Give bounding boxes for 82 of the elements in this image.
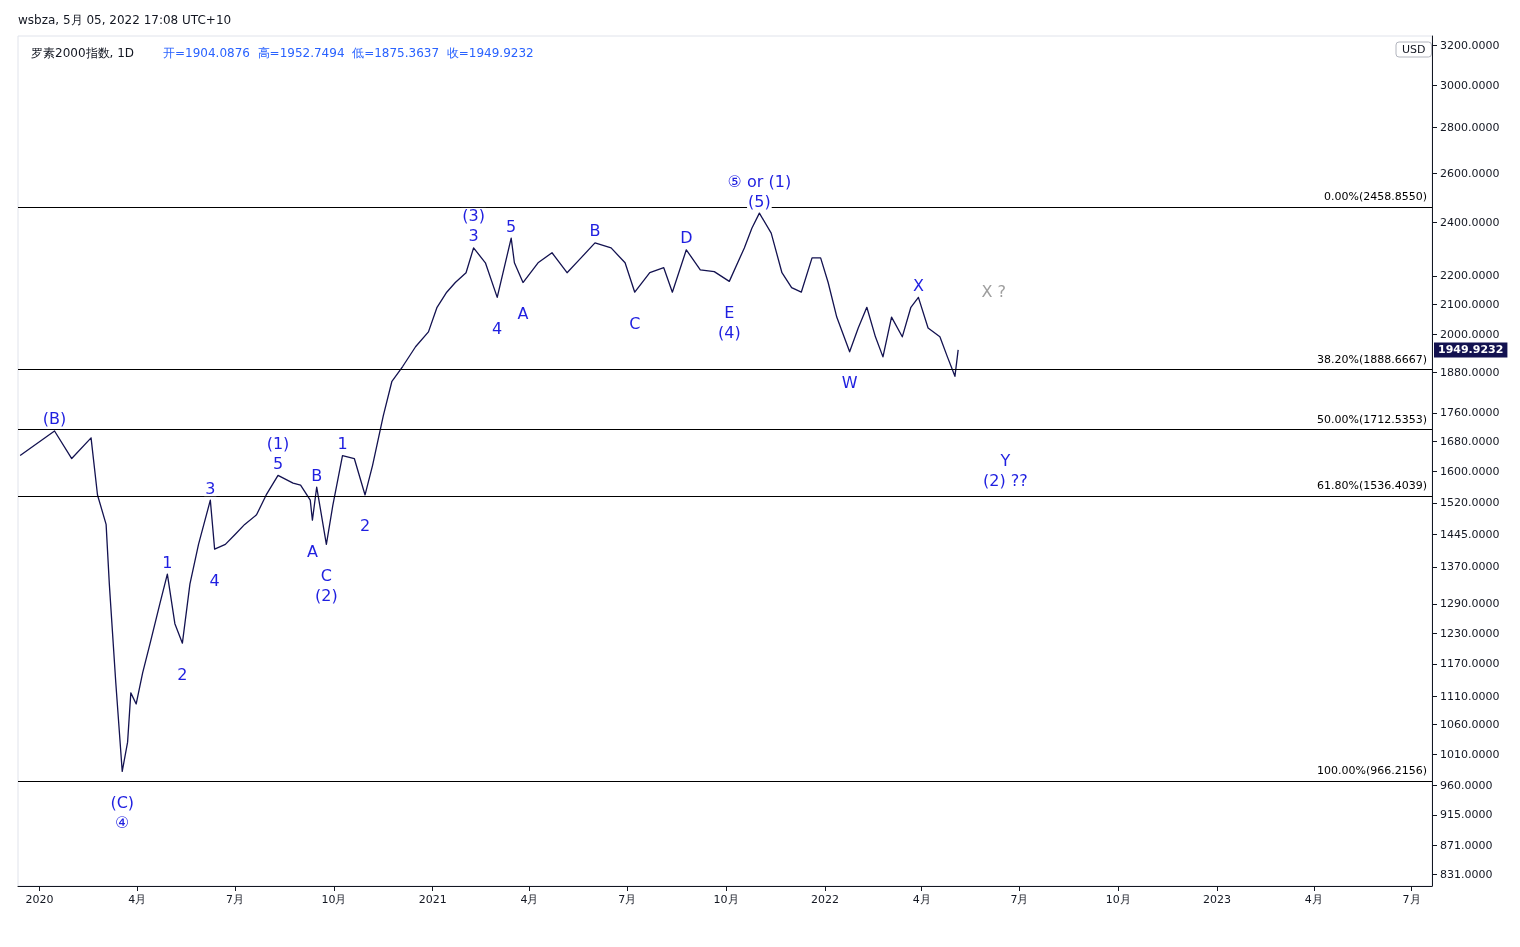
text: 罗素2000指数, 1D [31,46,135,60]
annotation: B [589,221,601,241]
x-tick-label: 4月 [520,893,539,906]
y-tick-label: 1680.0000 [1440,434,1500,448]
x-tick-label: 2023 [1203,893,1232,906]
annotation: X ? [981,281,1006,301]
annotation: 1 [337,434,348,454]
annotation: 2 [177,664,188,684]
x-tick-label: 4月 [1304,893,1323,906]
x-tick-label: 2020 [25,893,54,906]
y-tick-label: 1445.0000 [1440,527,1500,541]
x-tick-label: 2022 [810,893,839,906]
annotation: 3 [205,478,216,498]
annotation: Y [999,451,1011,471]
text: 开=1904.0876 高=1952.7494 低=1875.3637 收=1949.9232 [163,46,534,60]
ref-line-label: 50.00%(1712.5353) [1316,412,1427,426]
annotation: B [311,465,323,485]
y-tick-label: 871.0000 [1440,838,1493,852]
annotation: 2 [359,516,371,536]
text: 1949.9232 [1438,343,1504,357]
annotation: USD [1402,43,1426,56]
y-tick-label: 1060.0000 [1440,717,1500,731]
x-tick-label: 10月 [713,893,739,906]
annotation: 5 [506,216,517,236]
y-tick-label: 915.0000 [1440,808,1493,822]
x-tick-label: 10月 [321,893,347,906]
ref-line-label: 61.80%(1536.4039) [1316,479,1427,493]
x-tick-label: 4月 [128,893,147,906]
y-tick-label: 1010.0000 [1440,747,1500,761]
annotation: E [724,302,735,322]
x-tick-label: 7月 [1402,893,1421,906]
annotation: ④ [115,812,130,832]
x-tick-label: 7月 [618,893,637,906]
y-tick-label: 2400.0000 [1440,215,1500,229]
annotation: A [517,304,529,324]
x-tick-label: 7月 [226,893,245,906]
y-tick-label: 2000.0000 [1440,327,1500,341]
y-tick-label: 1520.0000 [1440,496,1500,510]
annotation: C [629,313,641,333]
y-tick-label: 2200.0000 [1440,269,1500,283]
annotation: (2) [315,585,338,605]
annotation: 1 [162,552,173,572]
y-tick-label: 960.0000 [1440,778,1493,792]
annotation: 3 [468,226,479,246]
x-tick-label: 4月 [912,893,931,906]
y-tick-label: 1760.0000 [1440,406,1500,420]
annotation: (2) ?? [983,471,1028,491]
x-tick-label: 10月 [1105,893,1131,906]
y-tick-label: 3200.0000 [1440,39,1500,53]
y-tick-label: 1600.0000 [1440,464,1500,478]
x-tick-label: 2021 [418,893,447,906]
y-tick-label: 1370.0000 [1440,560,1500,574]
y-tick-label: 3000.0000 [1440,78,1500,92]
annotation: (1) [266,433,290,453]
y-tick-label: 1880.0000 [1440,365,1500,379]
annotation: (3) [462,206,485,226]
text: wsbza, 5月 05, 2022 17:08 UTC+10 [18,13,232,27]
ref-line-label: 0.00%(2458.8550) [1323,190,1427,204]
annotation: 4 [492,318,503,338]
annotation: (B) [42,409,67,429]
y-tick-label: 1290.0000 [1440,597,1500,611]
y-tick-label: 1170.0000 [1440,657,1500,671]
y-tick-label: 831.0000 [1440,867,1493,881]
annotation: 4 [209,570,220,590]
annotation: C [320,565,332,585]
annotation: (C) [110,792,135,812]
y-tick-label: 1110.0000 [1440,689,1500,703]
y-tick-label: 2100.0000 [1440,297,1500,311]
ref-line-label: 38.20%(1888.6667) [1316,352,1427,366]
annotation: D [680,228,693,248]
y-tick-label: 2800.0000 [1440,121,1500,135]
annotation: X [912,275,924,295]
annotation: A [306,541,318,561]
annotation: 5 [272,453,284,473]
annotation: (5) [748,191,771,211]
y-tick-label: 1230.0000 [1440,626,1500,640]
annotation: ⑤ or (1) [727,171,792,191]
y-tick-label: 2600.0000 [1440,166,1500,180]
annotation: (4) [717,322,741,342]
x-tick-label: 7月 [1010,893,1029,906]
annotation: W [841,373,858,393]
ref-line-label: 100.00%(966.2156) [1316,764,1427,778]
